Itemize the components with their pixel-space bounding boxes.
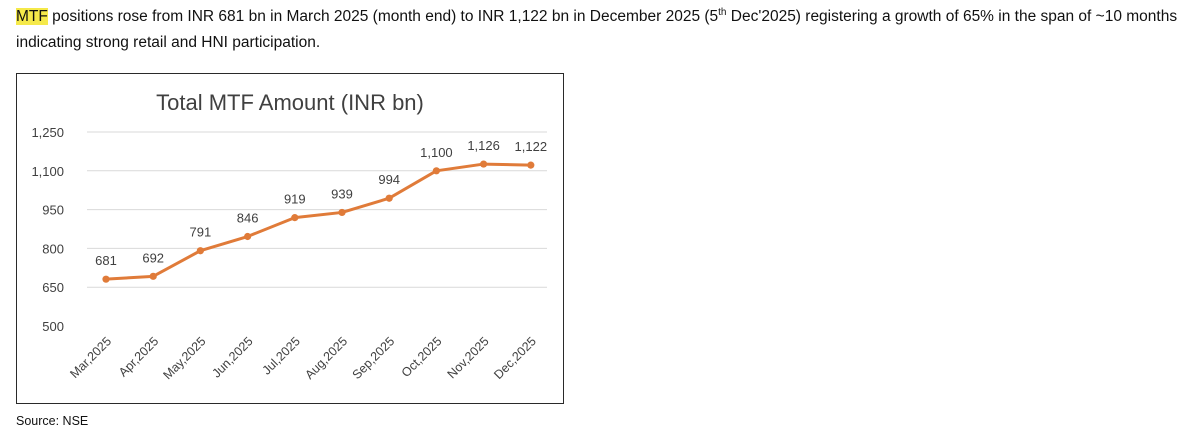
data-point — [338, 208, 346, 217]
data-label: 1,100 — [420, 145, 453, 160]
x-tick-label: Nov,2025 — [445, 334, 492, 381]
x-tick-label: Jun,2025 — [209, 334, 255, 380]
data-point — [480, 160, 488, 168]
summary-text-part2: Dec'2025) registering a growth of 65% in… — [16, 8, 1178, 51]
line-chart: Total MTF Amount (INR bn) 500 650 800 950 1,… — [31, 90, 547, 382]
x-tick-label: Jul,2025 — [260, 334, 303, 377]
data-point — [149, 272, 157, 280]
data-point — [196, 247, 204, 255]
data-label: 846 — [237, 211, 259, 226]
data-label: 994 — [378, 172, 400, 187]
summary-superscript: th — [718, 6, 727, 18]
x-tick-label: Aug,2025 — [302, 334, 350, 382]
data-label: 919 — [284, 192, 306, 207]
data-label: 1,126 — [467, 138, 500, 153]
highlighted-term: MTF — [16, 8, 48, 25]
y-tick-label: 1,250 — [31, 125, 64, 140]
chart-container: Total MTF Amount (INR bn) 500 650 800 950 1,… — [16, 73, 564, 404]
data-label: 681 — [95, 253, 117, 268]
x-tick-label: May,2025 — [160, 334, 208, 382]
data-label: 1,122 — [515, 139, 548, 154]
series-line-layer — [105, 162, 531, 281]
data-label: 692 — [142, 250, 164, 265]
x-tick-label: Mar,2025 — [67, 334, 114, 381]
y-axis-tick-labels: 500 650 800 950 1,100 1,250 — [31, 125, 64, 334]
data-point — [527, 161, 535, 169]
data-label: 791 — [190, 225, 212, 240]
source-note: Source: NSE — [16, 414, 89, 428]
data-point — [291, 214, 299, 222]
data-point — [385, 194, 393, 202]
summary-text-part1: positions rose from INR 681 bn in March … — [47, 8, 719, 25]
x-tick-label: Oct,2025 — [399, 334, 445, 380]
gridlines — [87, 131, 547, 288]
data-point — [102, 275, 110, 283]
y-tick-label: 650 — [42, 280, 64, 295]
y-tick-label: 1,100 — [31, 164, 64, 179]
data-point — [432, 167, 440, 175]
data-points — [102, 160, 535, 283]
x-axis-tick-labels: Mar,2025 Apr,2025 May,2025 Jun,2025 Jul,2025… — [67, 334, 539, 382]
x-tick-label: Sep,2025 — [350, 334, 398, 382]
chart-title: Total MTF Amount (INR bn) — [156, 90, 424, 115]
data-labels: 681 692 791 846 919 939 994 1,100 1,126 1,122 — [95, 138, 547, 268]
summary-paragraph: MTF positions rose from INR 681 bn in Ma… — [16, 4, 1191, 56]
data-point — [244, 232, 252, 241]
y-tick-label: 800 — [42, 241, 64, 256]
x-tick-label: Dec,2025 — [491, 334, 539, 382]
y-tick-label: 950 — [42, 203, 64, 218]
x-tick-label: Apr,2025 — [116, 334, 161, 379]
series-line — [105, 162, 531, 281]
y-tick-label: 500 — [42, 319, 64, 334]
data-label: 939 — [331, 186, 353, 201]
